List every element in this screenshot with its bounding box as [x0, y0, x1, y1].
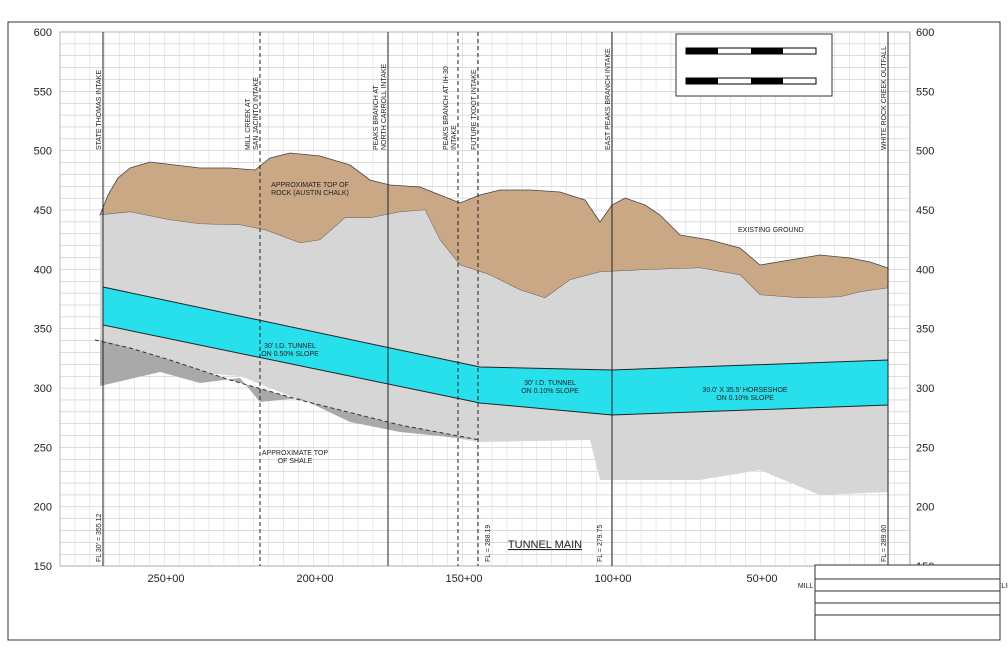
elevation-label: 450 [34, 205, 52, 217]
ground-annotation: EXISTING GROUND [738, 227, 804, 234]
station-label: 150+00 [445, 573, 482, 585]
elevation-label: 450 [916, 205, 934, 217]
intake-label: WHITE ROCK CREEK OUTFALL [881, 46, 888, 150]
station-label: 250+00 [147, 573, 184, 585]
elevation-label: 550 [34, 86, 52, 98]
intake-label: PEAKS BRANCH AT IH-30 [443, 66, 450, 150]
tunnel-annotation: 30' I.D. TUNNEL [524, 380, 576, 387]
elevation-label: 200 [34, 502, 52, 514]
tunnel-annotation: 30' I.D. TUNNEL [264, 343, 316, 350]
station-label: 200+00 [296, 573, 333, 585]
scale-fill [751, 78, 783, 84]
intake-label: NORTH CARROLL INTAKE [381, 63, 388, 150]
scale-fill [751, 48, 783, 54]
rock-annotation: ROCK (AUSTIN CHALK) [271, 190, 349, 197]
intake-lines [102, 32, 889, 566]
shale-annotation: APPROXIMATE TOP [262, 450, 328, 457]
intake-label: FUTURE TXDOT INTAKE [471, 69, 478, 150]
elevation-label: 300 [34, 383, 52, 395]
flowline-label: FL = 289.00 [881, 525, 888, 562]
station-label: 50+00 [747, 573, 778, 585]
soil-layer [100, 210, 888, 495]
elevation-label: 600 [916, 27, 934, 39]
elevation-label: 550 [916, 86, 934, 98]
scale-box [675, 33, 833, 97]
shale-annotation: OF SHALE [278, 458, 313, 465]
tunnel-annotation: ON 0.10% SLOPE [716, 395, 774, 402]
intake-label: SAN JACINTO INTAKE [253, 77, 260, 150]
elevation-label: 350 [916, 324, 934, 336]
elevation-label: 400 [916, 264, 934, 276]
intake-label: MILL CREEK AT [245, 98, 252, 150]
flowline-label: FL 30' = 355.12 [96, 514, 103, 562]
title-block-lines [815, 578, 1000, 616]
elevation-label: 500 [916, 146, 934, 158]
tunnel-annotation: ON 0.10% SLOPE [521, 388, 579, 395]
shale-line [94, 339, 481, 441]
tunnel-annotation: 30.0' X 35.5' HORSESHOE [702, 387, 787, 394]
intake-label: INTAKE [451, 125, 458, 150]
elevation-label: 150 [34, 561, 52, 573]
elevation-label: 500 [34, 146, 52, 158]
intake-label: EAST PEAKS BRANCH INTAKE [605, 48, 612, 150]
tunnel-annotation: ON 0.50% SLOPE [261, 351, 319, 358]
intake-label: STATE THOMAS INTAKE [96, 70, 103, 150]
elevation-label: 250 [916, 442, 934, 454]
rock-annotation: APPROXIMATE TOP OF [271, 182, 349, 189]
scale-fill [686, 48, 718, 54]
elevation-label: 200 [916, 502, 934, 514]
elevation-label: 600 [34, 27, 52, 39]
elevation-label: 300 [916, 383, 934, 395]
intake-label: PEAKS BRANCH AT [373, 84, 380, 150]
tunnel-main-label: TUNNEL MAIN [508, 539, 582, 551]
elevation-label: 350 [34, 324, 52, 336]
elevation-label: 400 [34, 264, 52, 276]
flowline-label: FL = 279.75 [597, 525, 604, 562]
elevation-label: 250 [34, 442, 52, 454]
scale-fill [686, 78, 718, 84]
flowline-label: FL = 288.19 [485, 525, 492, 562]
station-label: 100+00 [594, 573, 631, 585]
